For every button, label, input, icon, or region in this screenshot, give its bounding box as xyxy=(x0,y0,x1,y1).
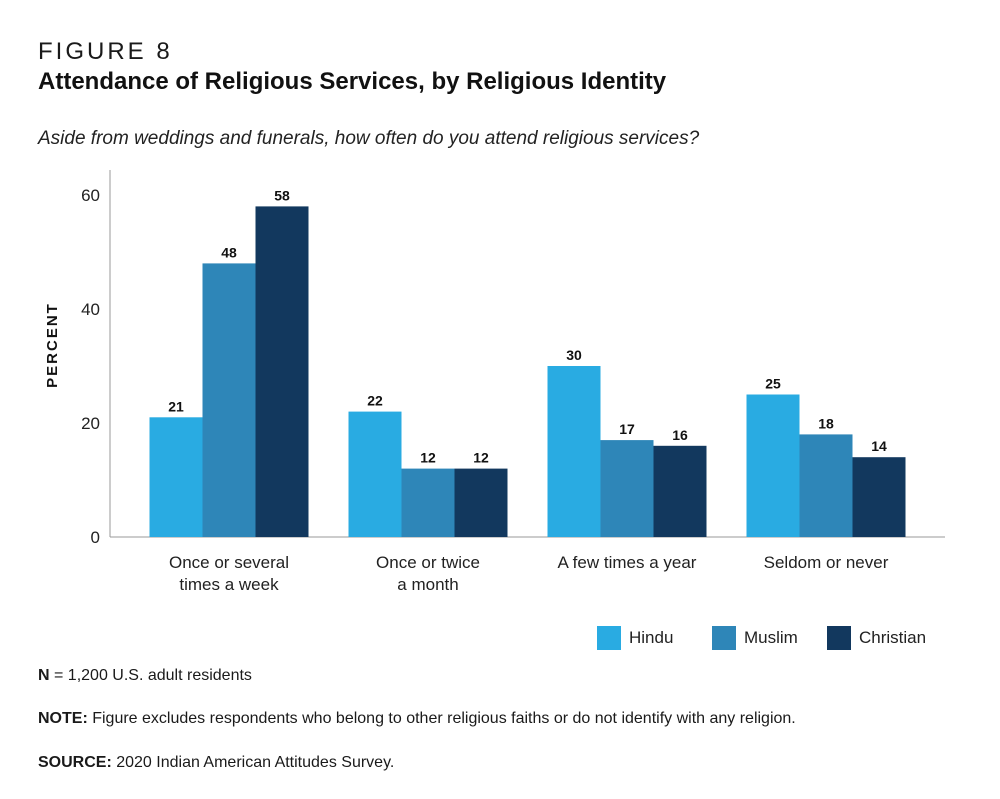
bar-christian xyxy=(852,457,906,537)
chart-subtitle: Aside from weddings and funerals, how of… xyxy=(38,128,700,149)
data-label: 18 xyxy=(818,415,834,431)
data-label: 25 xyxy=(765,376,781,392)
source-text: 2020 Indian American Attitudes Survey. xyxy=(111,754,395,771)
bar-muslim xyxy=(401,468,455,537)
bar-hindu xyxy=(348,411,402,537)
data-label: 14 xyxy=(871,438,887,454)
data-label: 12 xyxy=(420,450,436,466)
x-tick-label: A few times a year xyxy=(558,553,697,572)
n-label: N xyxy=(38,667,50,684)
bar-muslim xyxy=(600,440,654,537)
data-label: 48 xyxy=(221,244,237,260)
source: SOURCE: 2020 Indian American Attitudes S… xyxy=(38,754,394,772)
bar-christian xyxy=(454,468,508,537)
note-text: Figure excludes respondents who belong t… xyxy=(87,710,796,727)
bar-muslim xyxy=(202,263,256,537)
data-label: 21 xyxy=(168,398,184,414)
bar-christian xyxy=(653,445,707,537)
source-label: SOURCE: xyxy=(38,754,112,771)
x-tick-label: times a week xyxy=(179,575,279,594)
note-label: NOTE: xyxy=(38,710,88,727)
y-tick-label: 20 xyxy=(81,414,100,433)
x-tick-label: Once or twice xyxy=(376,553,480,572)
bar-muslim xyxy=(799,434,853,537)
legend-swatch-muslim xyxy=(712,626,736,650)
legend-swatch-christian xyxy=(827,626,851,650)
bar-hindu xyxy=(149,417,203,537)
data-label: 17 xyxy=(619,421,635,437)
data-label: 22 xyxy=(367,393,383,409)
y-axis-title: PERCENT xyxy=(44,302,61,388)
bar-hindu xyxy=(547,366,601,537)
y-tick-label: 0 xyxy=(91,528,100,547)
note: NOTE: Figure excludes respondents who be… xyxy=(38,710,796,728)
legend-label-muslim: Muslim xyxy=(744,628,798,647)
legend-label-hindu: Hindu xyxy=(629,628,673,647)
chart-title: Attendance of Religious Services, by Rel… xyxy=(38,68,667,95)
sample-size-note: N = 1,200 U.S. adult residents xyxy=(38,667,252,685)
data-label: 30 xyxy=(566,347,582,363)
bar-christian xyxy=(255,206,309,537)
y-tick-label: 60 xyxy=(81,186,100,205)
x-tick-label: Once or several xyxy=(169,553,289,572)
data-label: 58 xyxy=(274,187,290,203)
legend-swatch-hindu xyxy=(597,626,621,650)
x-tick-label: Seldom or never xyxy=(764,553,889,572)
figure-label: FIGURE 8 xyxy=(38,38,173,65)
x-tick-label: a month xyxy=(397,575,458,594)
data-label: 16 xyxy=(672,427,688,443)
bar-hindu xyxy=(746,394,800,537)
data-label: 12 xyxy=(473,450,489,466)
y-tick-label: 40 xyxy=(81,300,100,319)
n-text: = 1,200 U.S. adult residents xyxy=(49,667,252,684)
bar-chart: 0 20 40 60 PERCENT 21 48 58 Once or several times… xyxy=(44,170,945,650)
legend-label-christian: Christian xyxy=(859,628,926,647)
